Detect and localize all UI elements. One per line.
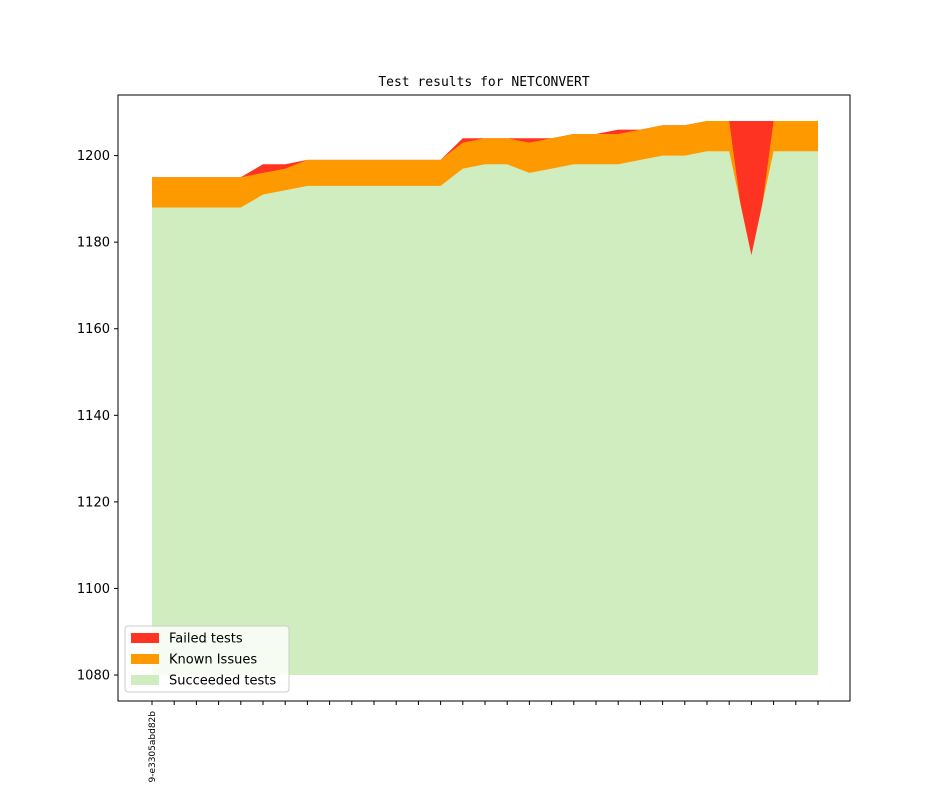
y-tick-label: 1180 <box>77 236 110 251</box>
x-axis: 9-e3305abd82b <box>148 701 819 783</box>
legend-label: Succeeded tests <box>169 674 276 689</box>
y-tick-label: 1200 <box>77 149 110 164</box>
legend-label: Known Issues <box>169 653 257 668</box>
axes-frame <box>117 94 851 702</box>
y-tick-label: 1120 <box>77 495 110 510</box>
y-tick-label: 1080 <box>77 669 110 684</box>
chart-title: Test results for NETCONVERT <box>378 75 589 90</box>
legend-label: Failed tests <box>169 632 243 647</box>
legend-swatch <box>131 654 159 664</box>
area-succeeded-tests <box>152 151 818 676</box>
legend: Failed tests Known Issues Succeeded tests <box>124 625 290 693</box>
y-tick-label: 1100 <box>77 582 110 597</box>
plot-areas <box>152 120 818 676</box>
y-tick-label: 1160 <box>77 322 110 337</box>
y-axis: 1080 1100 1120 1140 1160 1180 1200 <box>77 149 118 684</box>
legend-box <box>124 625 290 693</box>
legend-swatch <box>131 675 159 685</box>
legend-swatch <box>131 633 159 643</box>
x-tick-label: 9-e3305abd82b <box>148 711 158 783</box>
y-tick-label: 1140 <box>77 409 110 424</box>
